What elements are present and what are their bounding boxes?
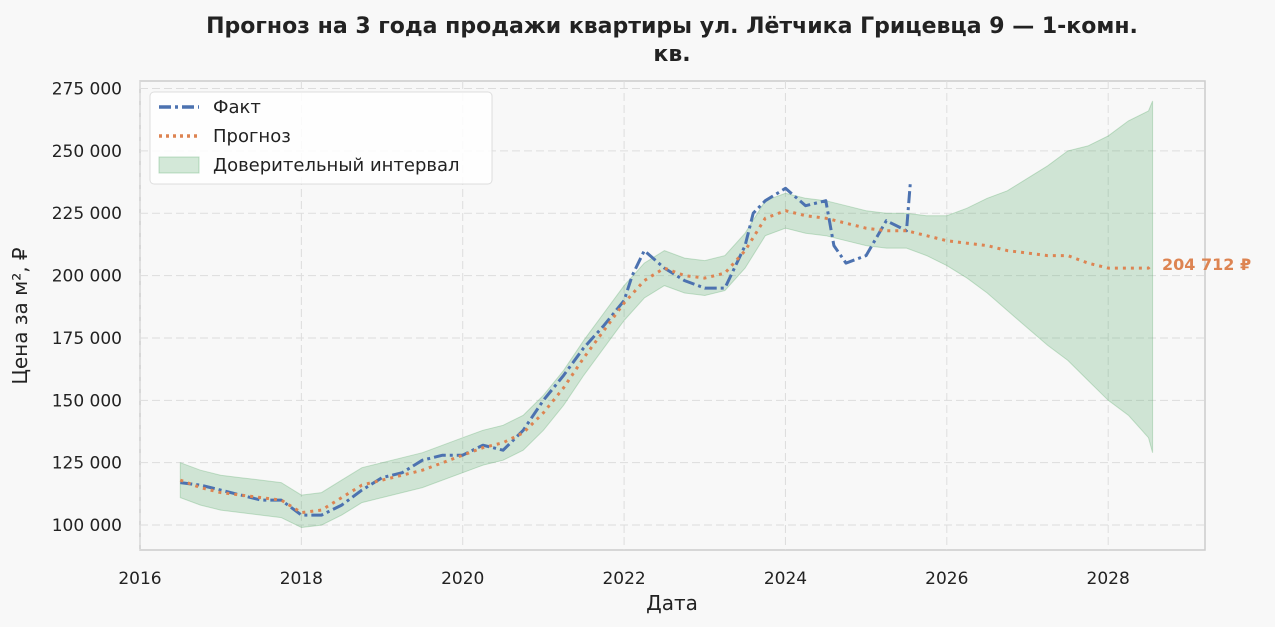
end-value-label: 204 712 ₽ — [1162, 255, 1251, 274]
series-layer — [179, 180, 1154, 517]
y-tick-label: 200 000 — [52, 267, 122, 287]
legend: Факт Прогноз Доверительный интервал — [149, 91, 493, 185]
x-tick-label: 2020 — [441, 569, 484, 589]
y-tick-label: 175 000 — [52, 329, 122, 349]
y-tick-label: 100 000 — [52, 516, 122, 536]
y-tick-label: 125 000 — [52, 454, 122, 474]
legend-interval-label: Доверительный интервал — [213, 155, 460, 176]
x-tick-label: 2024 — [764, 569, 807, 589]
y-tick-label: 225 000 — [52, 204, 122, 224]
x-tick-label: 2018 — [280, 569, 323, 589]
legend-forecast-label: Прогноз — [213, 126, 291, 147]
y-tick-label: 275 000 — [52, 79, 122, 99]
grid-lines — [139, 81, 1205, 550]
confidence-interval-band — [179, 100, 1154, 529]
actual-series-line — [180, 180, 912, 517]
x-axis-ticks: 2016 2018 2020 2022 2024 2026 2028 — [118, 569, 1129, 589]
chart-title-line1: Прогноз на 3 года продажи квартиры ул. Л… — [206, 14, 1138, 39]
x-tick-label: 2026 — [925, 569, 968, 589]
y-tick-label: 250 000 — [52, 142, 122, 162]
x-tick-label: 2022 — [602, 569, 645, 589]
legend-box — [149, 91, 493, 185]
legend-interval-swatch — [158, 156, 200, 174]
x-axis-label: Дата — [646, 591, 698, 615]
legend-actual-label: Факт — [213, 97, 261, 118]
x-tick-label: 2016 — [118, 569, 161, 589]
chart-title-line2: кв. — [653, 42, 690, 67]
x-tick-label: 2028 — [1087, 569, 1130, 589]
interval-layer — [179, 100, 1154, 529]
forecast-series-line — [179, 209, 1154, 515]
y-axis-ticks: 100 000 125 000 150 000 175 000 200 000 225 0… — [52, 79, 122, 536]
y-axis-label: Цена за м², ₽ — [8, 247, 32, 385]
y-tick-label: 150 000 — [52, 391, 122, 411]
